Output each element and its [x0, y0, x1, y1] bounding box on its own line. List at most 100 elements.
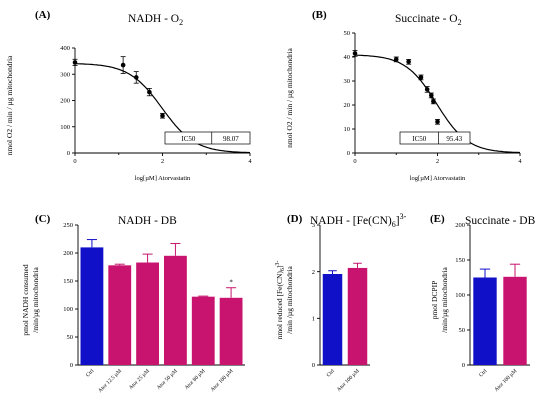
y-tick-label: 100 [63, 306, 73, 313]
ic50-box [399, 131, 471, 145]
x-tick-label: Ator 100 µM [336, 368, 361, 393]
y-axis-label-line: /min /µg mitochondria [285, 266, 294, 334]
y-tick-label: 50 [344, 30, 351, 37]
x-tick-label: 2 [161, 158, 164, 165]
chart-title: Succinate - DB [465, 215, 536, 227]
y-tick-label: 150 [63, 278, 73, 285]
y-tick-label: 20 [344, 102, 351, 109]
y-axis-label-line: pmol DCPIP [430, 281, 439, 320]
x-tick-label: Ator 100 µM [494, 368, 519, 393]
bar [80, 247, 104, 365]
y-axis-label: nmol O2 / min / µg mitochondria [5, 55, 14, 155]
y-axis-label-part: ] [275, 266, 284, 269]
y-axis-label: pmol NADH consumed/min/µg mitochondria [21, 264, 40, 335]
y-tick-label: 250 [63, 222, 73, 229]
y-axis-label: nmol O2 / min / µg mitochondria [285, 47, 294, 147]
y-tick-label: 30 [344, 78, 351, 85]
x-tick-label: Ator 50 µM [156, 368, 179, 391]
y-axis-label: pmol DCPIP/min/µg mitochondria [430, 266, 449, 332]
chart-title: NADH - DB [118, 215, 177, 227]
bar [347, 267, 368, 365]
panel-label: (D) [287, 213, 303, 225]
y-axis-label-superscript: 3- [275, 261, 281, 266]
y-tick-label: 0 [462, 362, 465, 369]
x-tick-label: Ctrl [85, 368, 96, 379]
data-point [352, 51, 358, 56]
x-tick-label: Ctrl [478, 368, 489, 379]
x-tick-label: 0 [353, 158, 356, 165]
data-point [431, 99, 436, 104]
y-tick-label: 10 [344, 126, 351, 133]
y-tick-label: 200 [455, 222, 465, 229]
chart-title-part: ] [396, 215, 400, 227]
data-point [424, 87, 430, 92]
data-point [160, 113, 165, 119]
y-tick-label: 400 [60, 45, 70, 52]
x-tick-label: 0 [73, 158, 76, 165]
fit-curve [75, 63, 251, 154]
y-axis-label: nmol reduced [Fe(CN)6]3- /min /µg mitocho… [275, 261, 294, 340]
chart-title: NADH - [Fe(CN)6]3- [310, 212, 407, 229]
x-tick-label: Ctrl [326, 368, 337, 379]
panel-label: (E) [430, 213, 445, 225]
panel-e: (E) Succinate - DB 0 50 100 150 200 pmol DCPIP/… [430, 213, 536, 393]
y-tick-label: 300 [60, 71, 70, 78]
bar [503, 276, 527, 365]
y-axis-label-subscript: 6 [280, 268, 286, 271]
y-tick-label: 0 [67, 150, 70, 157]
x-axis-label: log[µM] Atorvastatin [135, 175, 191, 182]
chart-title: NADH - O2 [128, 13, 183, 27]
chart-title: Succinate - O2 [395, 13, 462, 27]
panel-label: (A) [35, 9, 51, 21]
y-tick-label: 150 [455, 257, 465, 264]
chart-title-subscript: 2 [458, 18, 462, 27]
x-tick-label: Ator 100 µM [210, 368, 235, 393]
x-tick-label: Ator 80 µM [184, 368, 207, 391]
bar [164, 255, 187, 365]
x-axis-label: log[µM] Atorvastatin [410, 175, 466, 182]
panel-label: (B) [312, 9, 327, 21]
chart-title-subscript: 6 [392, 220, 396, 229]
y-tick-label: 50 [67, 334, 74, 341]
data-point [429, 93, 434, 98]
x-tick-label: Ator 12.5 µM [97, 368, 123, 394]
ic50-value: 98.07 [223, 135, 239, 143]
data-point [72, 60, 78, 65]
y-tick-label: 100 [455, 292, 465, 299]
panel-a: (A) NADH - O2 0 100 200 300 400 0 2 4 nmol O2 / mi… [5, 9, 252, 182]
y-axis-label-line: pmol NADH consumed [21, 264, 30, 335]
data-point [435, 119, 440, 125]
ic50-label: IC50 [181, 135, 196, 143]
bar [136, 262, 159, 365]
panel-label: (C) [35, 213, 51, 225]
x-tick-label: 2 [436, 158, 439, 165]
y-tick-label: 0 [70, 362, 73, 369]
data-point [120, 62, 126, 68]
x-tick-label: 4 [518, 158, 522, 165]
y-tick-label: 40 [344, 54, 351, 61]
significance-marker: * [229, 279, 233, 287]
panel-c: (C) NADH - DB 0 50 100 150 200 250 pmol NADH con… [21, 213, 245, 394]
x-tick-label: 4 [248, 158, 252, 165]
data-point [393, 57, 399, 62]
x-tick-label: Ator 25 µM [128, 368, 151, 391]
y-tick-label: 0 [347, 150, 350, 157]
data-point [406, 59, 411, 65]
bar [322, 274, 343, 365]
bar [219, 297, 243, 365]
data-point [147, 89, 152, 95]
ic50-label: IC50 [412, 135, 427, 143]
y-axis-label-line: /min/µg mitochondria [31, 266, 40, 332]
y-tick-label: 50 [459, 327, 466, 334]
y-axis-label-line: nmol reduced [Fe(CN) [275, 271, 284, 340]
data-point [418, 75, 424, 80]
ic50-box [164, 131, 251, 145]
data-point [133, 75, 139, 80]
chart-title-superscript: 3- [400, 212, 407, 221]
y-tick-label: 100 [60, 124, 70, 131]
y-tick-label: 0 [312, 362, 315, 369]
panel-b: (B) Succinate - O2 0 10 20 30 40 50 0 2 4 nmol O2 /… [285, 9, 522, 182]
bar [473, 277, 497, 365]
y-tick-label: 200 [63, 250, 73, 257]
y-tick-label: 3 [312, 222, 315, 229]
